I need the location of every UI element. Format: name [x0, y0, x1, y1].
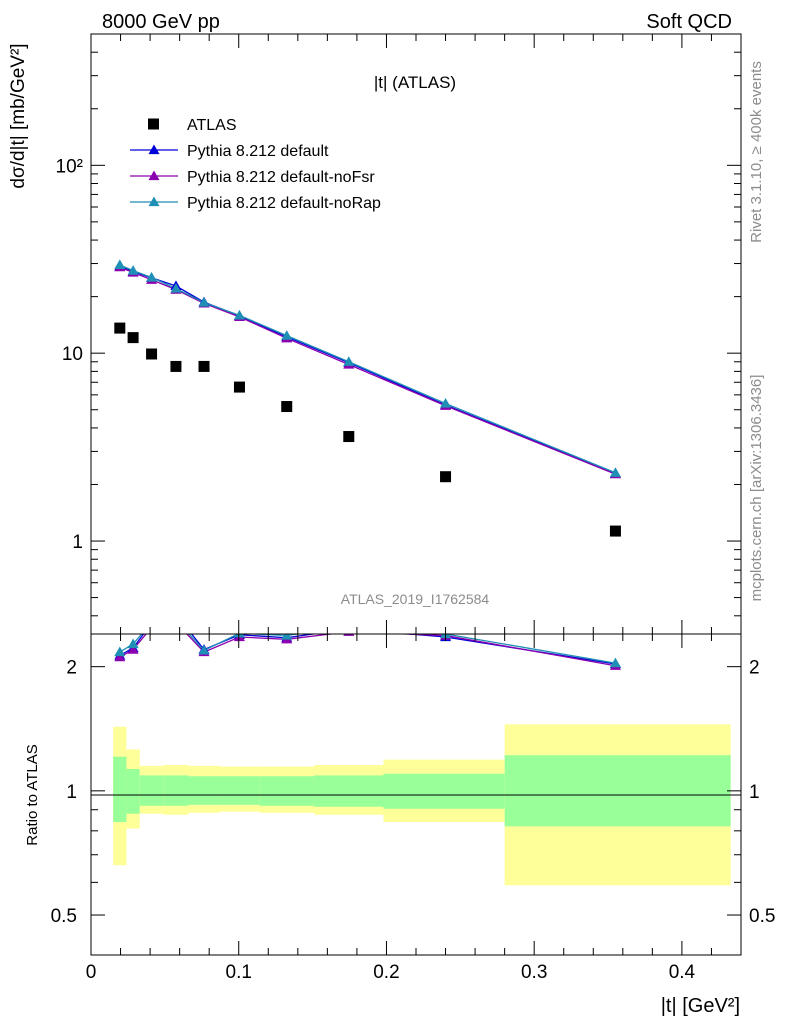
ratio-y-tick-label: 0.5 — [51, 906, 77, 927]
ratio-data-point — [127, 638, 139, 649]
ratio-y-tick-label: 1 — [66, 782, 77, 803]
pythia-data-point — [281, 330, 293, 340]
legend-label: Pythia 8.212 default-noRap — [187, 195, 381, 212]
atlas-data-point — [343, 431, 355, 443]
ratio-inner-band — [139, 775, 164, 806]
ratio-data-point — [343, 623, 354, 633]
legend-marker — [148, 170, 160, 181]
ratio-uncertainty-bands — [113, 724, 731, 886]
ratio-data-point — [609, 657, 621, 668]
ratio-y-tick-label-right: 0.5 — [749, 906, 775, 927]
plot-title: |t| (ATLAS) — [374, 73, 456, 92]
legend-label: Pythia 8.212 default-noFsr — [187, 169, 375, 186]
atlas-data-point — [114, 322, 126, 334]
main-series-line — [119, 266, 616, 475]
pythia-data-point — [170, 282, 182, 293]
ratio-data-point — [146, 617, 157, 627]
pythia-data-point — [609, 467, 621, 477]
ratio-series-line — [119, 634, 616, 664]
legend-label: Pythia 8.212 default — [187, 143, 329, 160]
ratio-data-point — [170, 609, 181, 619]
ratio-series-line — [119, 634, 616, 667]
atlas-data-point — [440, 471, 452, 483]
ratio-inner-band — [383, 773, 505, 809]
ratio-inner-band — [126, 768, 140, 814]
x-tick-label: 0.2 — [373, 962, 399, 983]
ratio-data-point — [170, 614, 181, 624]
ratio-axis-ticks: 0.5 0.5 1 1 2 2 0 0.1 0.2 0.3 0.4 — [51, 634, 775, 983]
ratio-inner-band — [219, 776, 260, 805]
ratio-frame — [90, 633, 742, 956]
atlas-data-point — [146, 348, 158, 360]
main-y-tick-label: 10² — [56, 156, 83, 177]
atlas-data-point — [281, 401, 293, 413]
mcplots-label: mcplots.cern.ch [arXiv:1306.3436] — [748, 375, 765, 602]
ratio-y-tick-label-right: 2 — [749, 658, 760, 679]
atlas-data-point — [609, 525, 621, 537]
ratio-inner-band — [188, 776, 220, 805]
x-tick-label: 0.1 — [226, 962, 252, 983]
main-series-line — [119, 264, 616, 474]
pythia-data-point — [114, 259, 126, 270]
ratio-inner-band — [314, 775, 384, 807]
ratio-panel: 0.5 0.5 1 1 2 2 0 0.1 0.2 0.3 0.4 Ratio to ATLAS |… — [24, 609, 775, 1017]
pythia-data-point — [146, 271, 158, 282]
ratio-series — [114, 609, 621, 670]
analysis-label: ATLAS_2019_I1762584 — [341, 591, 490, 607]
pythia-data-point — [127, 265, 139, 275]
ratio-data-point — [170, 617, 181, 627]
legend-marker — [148, 144, 160, 155]
x-tick-label: 0.3 — [521, 962, 547, 983]
ratio-y-axis-label: Ratio to ATLAS — [24, 744, 41, 845]
ratio-data-point — [233, 634, 245, 638]
main-axis-ticks: 1 10 10² — [56, 33, 742, 634]
ratio-data-point — [343, 621, 354, 631]
ratio-data-point — [233, 634, 245, 642]
ratio-inner-band — [113, 756, 127, 823]
legend-label: ATLAS — [187, 117, 237, 134]
legend-marker — [148, 118, 159, 130]
atlas-data-point — [233, 381, 245, 393]
ratio-data-point — [198, 644, 210, 655]
legend-marker — [148, 196, 160, 207]
legend: ATLAS Pythia 8.212 default Pythia 8.212 de… — [130, 117, 381, 212]
ratio-inner-band — [504, 755, 731, 827]
ratio-data-point — [114, 646, 126, 657]
ratio-data-point — [281, 634, 293, 640]
main-series — [114, 259, 621, 537]
pythia-data-point — [440, 397, 452, 408]
atlas-data-point — [198, 360, 210, 372]
x-tick-label: 0 — [86, 962, 97, 983]
pythia-data-point — [198, 297, 210, 307]
header-right: Soft QCD — [646, 11, 732, 33]
pythia-data-point — [233, 309, 245, 320]
header-left: 8000 GeV pp — [102, 11, 220, 33]
atlas-data-point — [127, 332, 139, 344]
main-y-axis-label: dσ/d|t| [mb/GeV²] — [8, 43, 29, 188]
atlas-data-point — [170, 360, 182, 372]
rivet-label: Rivet 3.1.10, ≥ 400k events — [748, 61, 765, 243]
ratio-y-tick-label: 2 — [66, 658, 77, 679]
ratio-inner-band — [163, 775, 189, 806]
pythia-data-point — [343, 356, 355, 366]
ratio-inner-band — [259, 776, 315, 806]
ratio-y-tick-label-right: 1 — [749, 782, 760, 803]
main-y-tick-label: 1 — [72, 532, 83, 553]
main-panel: |t| (ATLAS) ATLAS_2019_I1762584 dσ/d|t| … — [8, 33, 742, 635]
x-tick-label: 0.4 — [669, 962, 696, 983]
x-axis-label: |t| [GeV²] — [661, 995, 740, 1017]
ratio-data-point — [127, 644, 139, 654]
ratio-data-point — [114, 651, 126, 662]
main-y-tick-label: 10 — [62, 344, 83, 365]
ratio-data-point — [146, 622, 157, 632]
ratio-data-point — [146, 618, 157, 628]
